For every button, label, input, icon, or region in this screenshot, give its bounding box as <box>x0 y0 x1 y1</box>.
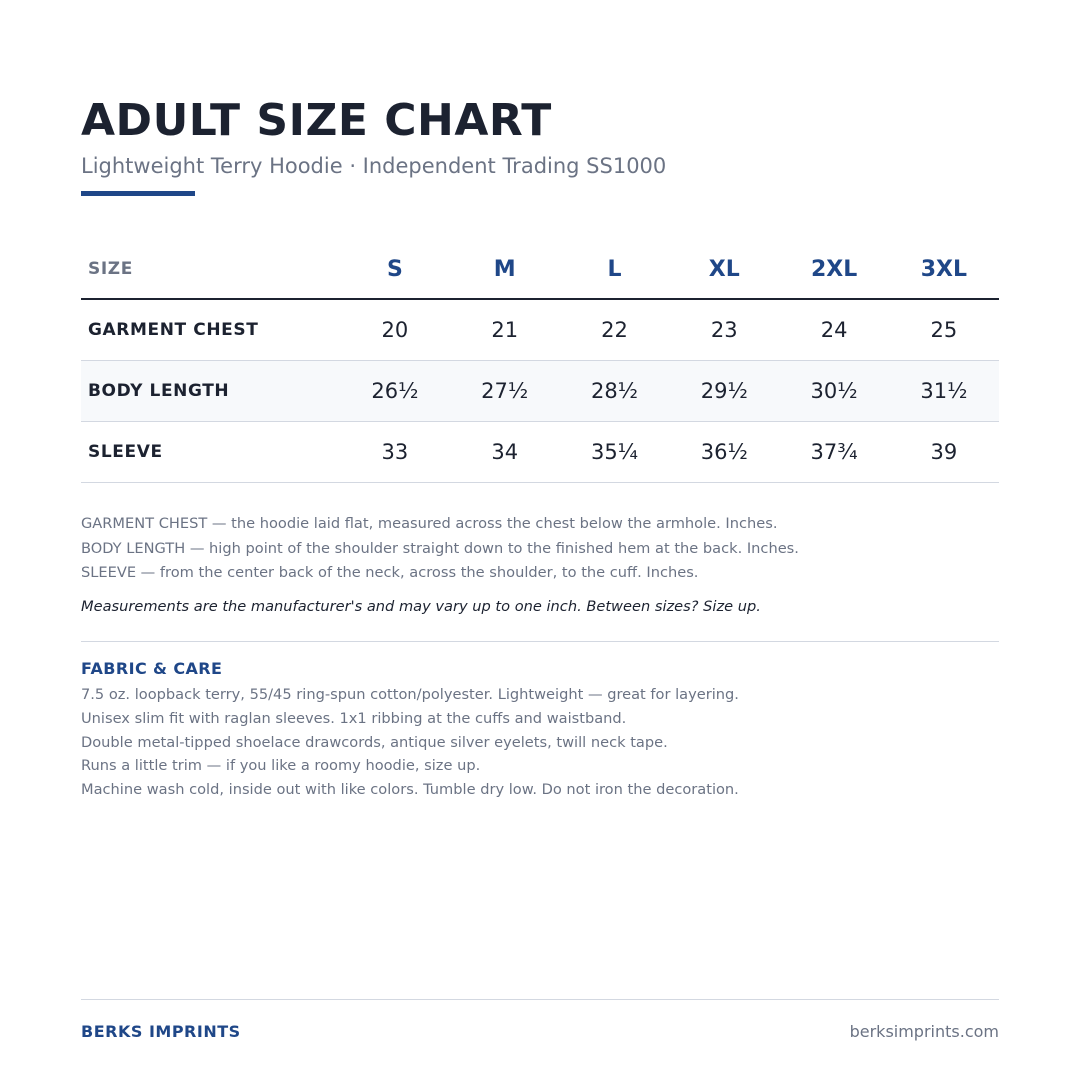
definition-sleeve: SLEEVE — from the center back of the nec… <box>81 564 699 582</box>
measurement-cell: 39 <box>930 440 958 464</box>
measurement-cell: 22 <box>601 318 628 342</box>
table-row-sleeve: SLEEVE 33 34 35¼ 36½ 37¾ 39 <box>81 422 999 483</box>
size-column-header: 3XL <box>920 256 968 282</box>
footer-brand: BERKS IMPRINTS <box>81 1022 241 1041</box>
fabric-care-list: 7.5 oz. loopback terry, 55/45 ring-spun … <box>81 683 999 802</box>
fabric-care-line: Unisex slim fit with raglan sleeves. 1x1… <box>81 709 627 727</box>
size-column-header: S <box>386 256 403 282</box>
size-table-header-row: SIZE S M L XL 2XL 3XL <box>81 240 999 300</box>
row-label: GARMENT CHEST <box>88 320 259 340</box>
table-row-body-length: BODY LENGTH 26½ 27½ 28½ 29½ 30½ 31½ <box>81 361 999 422</box>
measurement-cell: 31½ <box>920 379 968 403</box>
row-label: SLEEVE <box>88 442 163 462</box>
footer-website: berksimprints.com <box>849 1022 999 1041</box>
size-table: SIZE S M L XL 2XL 3XL GARMENT CHEST 20 2… <box>81 240 999 483</box>
fabric-care-heading: FABRIC & CARE <box>81 659 223 678</box>
measurement-cell: 33 <box>381 440 409 464</box>
definition-body-length: BODY LENGTH — high point of the shoulder… <box>81 539 799 557</box>
row-label: BODY LENGTH <box>88 381 230 401</box>
size-chart-page: ADULT SIZE CHART Lightweight Terry Hoodi… <box>81 0 999 1080</box>
size-column-header: XL <box>708 256 740 282</box>
page-subtitle: Lightweight Terry Hoodie · Independent T… <box>81 154 667 178</box>
fabric-care-line: Machine wash cold, inside out with like … <box>81 781 739 799</box>
measurement-definitions: GARMENT CHEST — the hoodie laid flat, me… <box>81 512 999 586</box>
measurement-cell: 36½ <box>700 440 748 464</box>
footer-divider <box>81 999 999 1000</box>
measurement-cell: 29½ <box>700 379 748 403</box>
measurement-cell: 37¾ <box>810 440 858 464</box>
measurement-cell: 26½ <box>371 379 419 403</box>
section-divider <box>81 641 999 642</box>
measurement-cell: 34 <box>491 440 519 464</box>
size-column-header: L <box>607 256 622 282</box>
measurement-cell: 21 <box>491 318 519 342</box>
size-header-label: SIZE <box>88 259 133 279</box>
fabric-care-line: Double metal-tipped shoelace drawcords, … <box>81 733 668 751</box>
definition-garment-chest: GARMENT CHEST — the hoodie laid flat, me… <box>81 515 778 532</box>
measurement-cell: 23 <box>710 318 738 342</box>
fabric-care-line: 7.5 oz. loopback terry, 55/45 ring-spun … <box>81 686 739 703</box>
measurement-cell: 24 <box>820 318 848 342</box>
table-row-garment-chest: GARMENT CHEST 20 21 22 23 24 25 <box>81 300 999 361</box>
measurement-cell: 28½ <box>590 379 639 403</box>
page-title: ADULT SIZE CHART <box>81 95 552 146</box>
fabric-care-line: Runs a little trim — if you like a roomy… <box>81 757 481 775</box>
measurement-cell: 27½ <box>481 379 529 403</box>
measurement-cell: 30½ <box>810 379 858 403</box>
size-column-header: M <box>493 256 516 282</box>
measurement-note: Measurements are the manufacturer's and … <box>81 598 761 615</box>
measurement-cell: 35¼ <box>590 440 639 464</box>
measurement-cell: 25 <box>930 318 958 342</box>
title-accent-bar <box>81 191 195 196</box>
size-column-header: 2XL <box>810 256 858 282</box>
measurement-cell: 20 <box>381 318 409 342</box>
